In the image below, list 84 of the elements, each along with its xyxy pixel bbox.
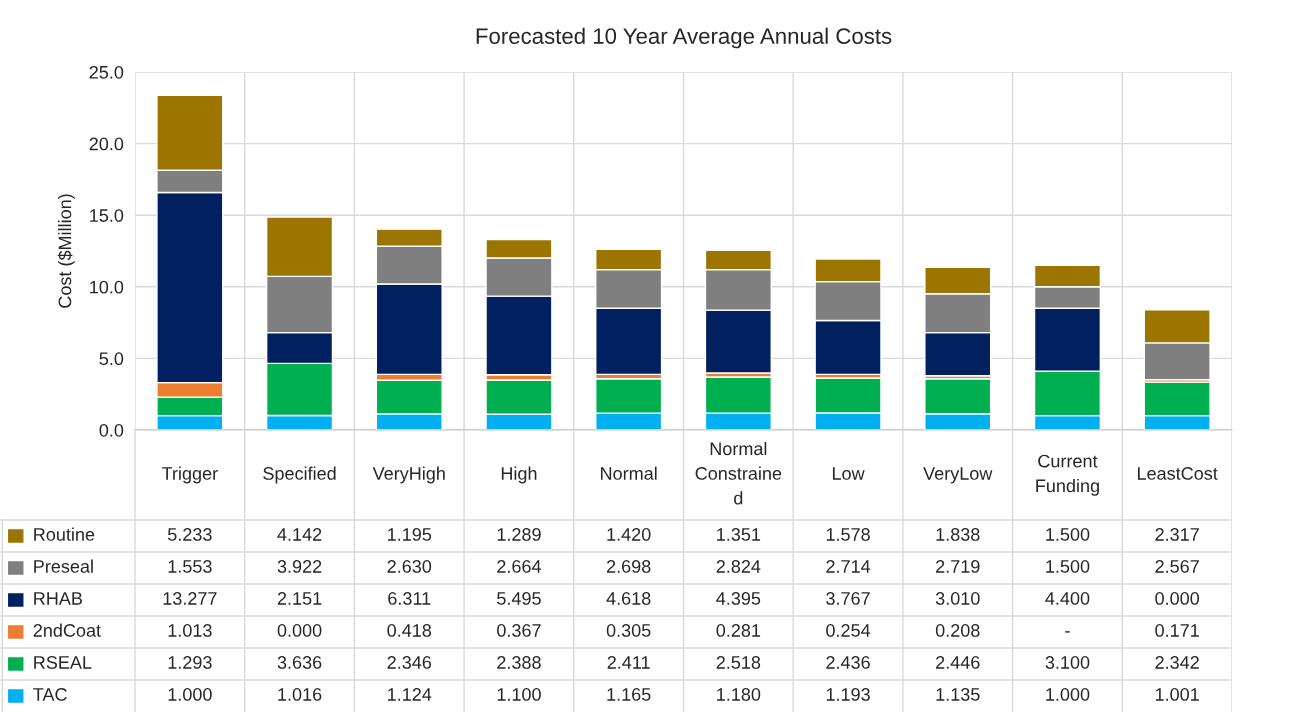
x-tick-label: LeastCost: [1137, 467, 1218, 480]
data-label: 3.100: [1045, 656, 1090, 669]
data-label: 4.400: [1045, 592, 1090, 605]
legend-label: Preseal: [34, 559, 93, 573]
y-tick-label: 15.0: [90, 209, 124, 222]
data-label: 2.567: [1155, 560, 1199, 573]
legend-label: RHAB: [34, 592, 82, 605]
y-tick-label: 5.0: [99, 352, 124, 366]
data-label: 0.367: [497, 624, 541, 637]
data-label: 3.922: [277, 560, 322, 573]
y-tick-label: 25.0: [89, 65, 124, 79]
data-label: 1.289: [497, 528, 541, 541]
data-label: 1.838: [936, 528, 980, 541]
data-label: 0.171: [1155, 624, 1199, 637]
data-label: 13.277: [163, 592, 217, 605]
y-tick-label: 0.0: [99, 423, 124, 437]
text: -: [1065, 631, 1070, 633]
data-label: 5.233: [167, 528, 212, 541]
data-label: 2.714: [826, 560, 871, 573]
y-tick-label: 10.0: [90, 280, 124, 294]
data-label: 2.664: [497, 560, 542, 573]
x-tick-label: VeryLow: [923, 467, 993, 484]
data-label: 1.001: [1155, 688, 1199, 701]
data-label: 1.000: [168, 688, 212, 701]
data-label: 2.411: [607, 656, 650, 669]
x-tick-label: Current Funding: [1036, 454, 1099, 496]
x-tick-label: Normal Constrained: [695, 441, 782, 505]
data-label: 2.388: [497, 656, 541, 669]
x-tick-label: VeryHigh: [372, 466, 445, 484]
data-label: 0.000: [277, 624, 322, 637]
data-label: 1.193: [826, 688, 870, 701]
data-label: 1.351: [717, 528, 761, 541]
data-label: 5.495: [497, 592, 541, 605]
data-label: 2.342: [1155, 656, 1199, 669]
data-label: 3.636: [277, 656, 322, 669]
data-label: 2.824: [716, 560, 761, 573]
y-tick-label: 20.0: [89, 137, 124, 151]
data-label: 1.500: [1046, 528, 1090, 541]
chart-title: Forecasted 10 Year Average Annual Costs: [476, 27, 892, 49]
data-label: 1.013: [168, 624, 212, 637]
data-label: 1.420: [607, 528, 651, 541]
legend-label: TAC: [33, 688, 67, 701]
data-label: 0.281: [716, 624, 761, 637]
data-label: 1.000: [1046, 688, 1090, 701]
data-label: 2.436: [826, 656, 870, 669]
x-tick-label: High: [501, 466, 537, 484]
data-label: 1.553: [168, 560, 212, 573]
data-label: 1.124: [388, 688, 432, 701]
data-label: 1.195: [388, 528, 432, 541]
data-label: 2.518: [716, 656, 761, 669]
x-tick-label: Specified: [263, 466, 336, 484]
data-label: 1.500: [1046, 560, 1090, 573]
data-label: 1.180: [717, 688, 761, 701]
data-label: 0.254: [826, 624, 871, 637]
data-label: 2.698: [606, 560, 651, 573]
data-label: 2.446: [936, 656, 980, 669]
x-tick-label: Trigger: [162, 466, 218, 484]
x-tick-label: Low: [832, 467, 865, 480]
data-label: 2.151: [277, 592, 322, 605]
data-label: 4.142: [277, 528, 322, 541]
data-label: 2.317: [1155, 528, 1199, 541]
x-tick-label: Normal: [601, 466, 657, 480]
data-label: 3.010: [935, 592, 980, 605]
data-label: 0.305: [606, 624, 651, 637]
data-label: 1.135: [936, 688, 980, 701]
legend-label: RSEAL: [34, 656, 92, 669]
data-label: 6.311: [388, 592, 431, 605]
data-label: 4.395: [716, 592, 761, 605]
data-label: 1.165: [607, 688, 651, 701]
data-label: 1.100: [497, 688, 541, 701]
data-label: 2.346: [387, 656, 432, 669]
data-label: 3.767: [826, 592, 870, 605]
data-label: 0.208: [935, 624, 980, 637]
data-label: 0.418: [387, 624, 432, 637]
legend-label: Routine: [34, 527, 95, 541]
data-label: 1.293: [168, 656, 212, 669]
data-label: 4.618: [606, 592, 651, 605]
data-label: 1.016: [278, 688, 322, 701]
data-label: 0.000: [1155, 592, 1200, 605]
y-axis-title: Cost ($Million): [57, 194, 75, 308]
data-label: 1.578: [826, 528, 870, 541]
data-label: 2.719: [936, 560, 980, 573]
legend-label: 2ndCoat: [33, 623, 101, 637]
data-label: 2.630: [387, 560, 432, 573]
